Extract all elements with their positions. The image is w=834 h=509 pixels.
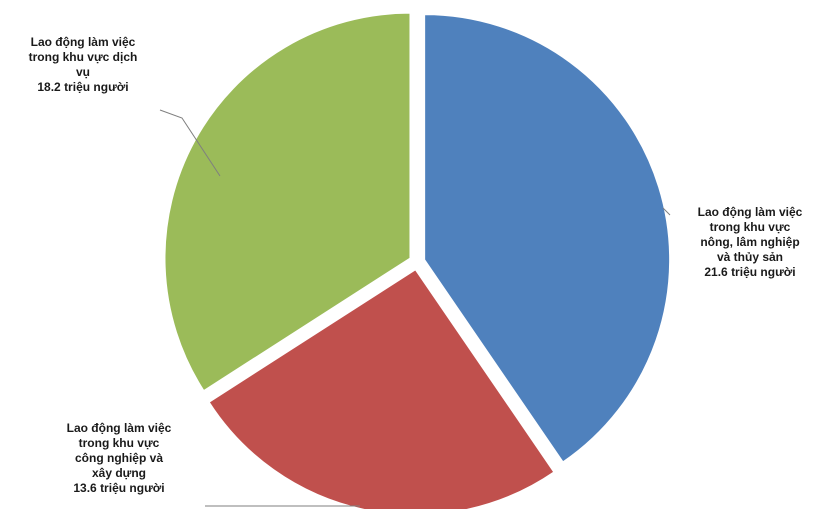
label-line: xây dựng [91, 466, 147, 480]
label-value: 21.6 triệu người [704, 265, 796, 279]
label-line: trong khu vực dịch [28, 50, 138, 64]
label-line: trong khu vực [709, 220, 791, 234]
label-value: 13.6 triệu người [73, 481, 165, 495]
leader-line-nong-lam-thuy-san [662, 207, 671, 216]
pie-slice-cong-nghiep-xay-dung [208, 269, 555, 509]
label-line: Lao động làm việc [30, 35, 136, 49]
label-line: công nghiệp và [74, 451, 163, 465]
leader-line-dich-vu [159, 109, 221, 177]
label-line: và thủy sản [716, 250, 784, 264]
label-line: vụ [75, 65, 90, 79]
label-line: Lao động làm việc [66, 421, 172, 435]
label-dich-vu: Lao động làm việc trong khu vực dịch vụ … [4, 35, 162, 95]
pie-slice-dich-vu [164, 12, 411, 392]
pie-slice-nong-lam-thuy-san [424, 14, 671, 463]
label-line: nông, lâm nghiệp [700, 235, 800, 249]
label-cong-nghiep-xay-dung: Lao động làm việc trong khu vực công ngh… [40, 421, 198, 496]
label-value: 18.2 triệu người [37, 80, 129, 94]
label-line: Lao động làm việc [697, 205, 803, 219]
label-line: trong khu vực [78, 436, 160, 450]
label-nong-lam-thuy-san: Lao động làm việc trong khu vực nông, lâ… [672, 205, 828, 280]
